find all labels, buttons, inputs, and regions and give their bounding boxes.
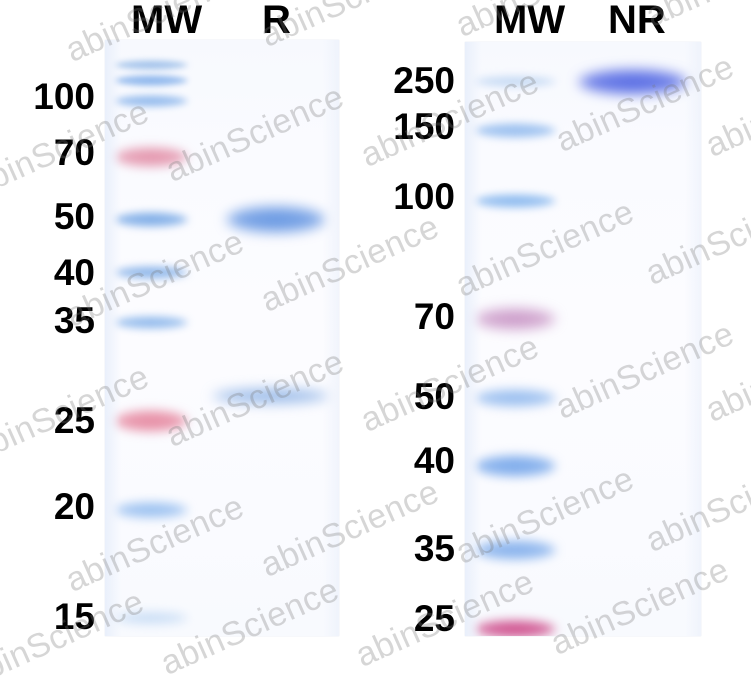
band-35kda [474, 540, 556, 560]
mw-label-100: 100 [393, 176, 455, 217]
mw-label-20: 20 [53, 486, 95, 527]
band-20kda [114, 502, 188, 518]
mw-label-150: 150 [393, 106, 455, 147]
watermark-text: abinScience [700, 317, 751, 430]
mw-label-35: 35 [413, 528, 455, 569]
ladder-lane [470, 42, 560, 636]
mw-label-50: 50 [413, 376, 455, 417]
band-25kda [474, 620, 556, 636]
band-100kda [474, 194, 556, 208]
sample-lane-reduced [196, 40, 336, 636]
band-50kda [114, 212, 188, 227]
mw-label-40: 40 [413, 440, 455, 481]
lane-caption-mw: MW [494, 0, 566, 42]
mw-label-35: 35 [53, 300, 95, 341]
nonreduced-gel [465, 42, 701, 636]
band-70kda [114, 147, 188, 167]
lane-caption-nr: NR [608, 0, 666, 42]
band-15kda [114, 612, 188, 624]
mw-label-25: 25 [53, 400, 95, 441]
mw-label-250: 250 [393, 60, 455, 101]
band-100kda [114, 95, 188, 107]
lane-caption-mw: MW [131, 0, 203, 42]
band-140kda [114, 75, 188, 86]
mw-label-100: 100 [33, 76, 95, 117]
mw-label-15: 15 [53, 596, 95, 637]
band-27kda [212, 388, 330, 404]
sample-lane-nonreduced [560, 42, 700, 636]
band-260kda [114, 60, 188, 70]
band-70kda [474, 308, 556, 330]
band-250kda [474, 76, 556, 87]
band-260kda [578, 69, 688, 95]
band-25kda [114, 410, 188, 432]
mw-label-25: 25 [413, 598, 455, 639]
band-50kda [474, 389, 556, 407]
mw-label-50: 50 [53, 196, 95, 237]
band-40kda [474, 455, 556, 477]
ladder-lane [110, 40, 192, 636]
reduced-gel [105, 40, 339, 636]
band-40kda [114, 266, 188, 279]
band-150kda [474, 123, 556, 138]
mw-label-70: 70 [53, 132, 95, 173]
band-50kda [226, 206, 326, 233]
watermark-text: abinScience [700, 52, 751, 165]
band-35kda [114, 316, 188, 329]
mw-label-70: 70 [413, 296, 455, 337]
mw-label-40: 40 [53, 252, 95, 293]
lane-caption-r: R [262, 0, 291, 42]
